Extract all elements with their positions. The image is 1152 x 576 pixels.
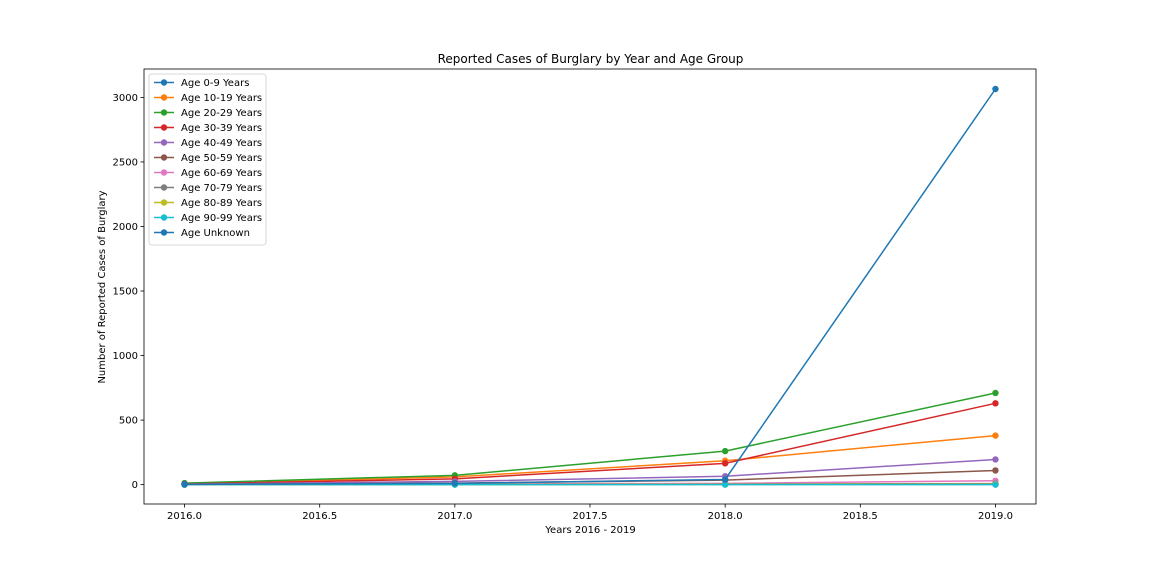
y-tick-label: 2000 [113, 222, 138, 233]
data-point [181, 481, 188, 488]
plot-area [143, 68, 1037, 505]
legend-marker [160, 154, 168, 161]
legend-item: Age 60-69 Years [154, 168, 262, 179]
legend-marker [160, 109, 168, 116]
legend-item: Age 0-9 Years [154, 78, 249, 89]
legend-label: Age 50-59 Years [181, 153, 262, 164]
legend-marker [160, 229, 168, 236]
legend-marker [160, 169, 168, 176]
y-tick-label: 1000 [113, 351, 138, 362]
data-point [721, 481, 729, 488]
legend-marker [160, 79, 168, 86]
legend-item: Age 10-19 Years [154, 93, 262, 104]
data-point [721, 476, 729, 483]
legend-item: Age Unknown [154, 228, 250, 239]
y-axis-ticks: 0 500 1000 1500 2000 2500 3000 [113, 93, 144, 491]
x-tick-label: 2017.5 [573, 511, 608, 522]
data-point [721, 447, 729, 455]
legend-label: Age 40-49 Years [181, 138, 262, 149]
legend-marker [160, 184, 168, 191]
data-point [451, 480, 459, 487]
x-tick-label: 2018.0 [708, 511, 743, 522]
series-line [184, 88, 997, 486]
data-point [992, 481, 999, 488]
y-tick-label: 0 [132, 480, 138, 491]
legend-label: Age Unknown [181, 228, 250, 239]
data-point [992, 432, 999, 439]
legend-item: Age 40-49 Years [154, 138, 262, 149]
series-line [184, 434, 996, 485]
x-tick-label: 2016.0 [167, 511, 202, 522]
legend-marker [160, 214, 168, 221]
legend-marker [160, 94, 168, 101]
y-axis-label: Number of Reported Cases of Burglary [97, 190, 108, 383]
x-axis-ticks: 2016.0 2016.5 2017.0 2017.5 2018.0 2018.5 2019… [167, 504, 1013, 522]
x-tick-label: 2017.0 [437, 511, 472, 522]
data-point [721, 460, 729, 467]
legend-label: Age 90-99 Years [181, 213, 262, 224]
series-line [184, 392, 996, 484]
legend-label: Age 30-39 Years [181, 123, 262, 134]
legend-item: Age 50-59 Years [154, 153, 262, 164]
x-tick-label: 2016.5 [302, 511, 337, 522]
plot-background [144, 69, 1036, 504]
y-tick-label: 1500 [113, 287, 138, 298]
series-line [184, 402, 996, 485]
legend-item: Age 70-79 Years [154, 183, 262, 194]
x-tick-label: 2018.5 [843, 511, 878, 522]
legend-item: Age 20-29 Years [154, 108, 262, 119]
x-tick-label: 2019.0 [978, 511, 1013, 522]
data-point [992, 85, 999, 93]
legend-marker [160, 124, 168, 131]
data-point [992, 400, 999, 407]
legend-box [148, 73, 267, 246]
legend-marker [160, 139, 168, 146]
legend-item: Age 30-39 Years [154, 123, 262, 134]
data-point [992, 456, 999, 463]
legend-item: Age 80-89 Years [154, 198, 262, 209]
y-tick-label: 3000 [113, 93, 138, 104]
legend-label: Age 10-19 Years [181, 93, 262, 104]
legend-marker [160, 199, 168, 206]
legend-label: Age 0-9 Years [181, 78, 249, 89]
legend-label: Age 70-79 Years [181, 183, 262, 194]
y-tick-label: 500 [119, 416, 138, 427]
legend-label: Age 60-69 Years [181, 168, 262, 179]
x-axis-label: Years 2016 - 2019 [544, 525, 635, 536]
series-line [184, 458, 996, 485]
legend-item: Age 90-99 Years [154, 213, 262, 224]
data-point [992, 389, 999, 397]
data-point [992, 467, 999, 474]
legend-label: Age 20-29 Years [181, 108, 262, 119]
legend-label: Age 80-89 Years [181, 198, 262, 209]
chart-title: Reported Cases of Burglary by Year and A… [438, 52, 744, 66]
series-group [181, 85, 999, 488]
y-tick-label: 2500 [113, 157, 138, 168]
legend: Age 0-9 Years Age 10-19 Years Age 20-29 Ye… [148, 73, 267, 246]
